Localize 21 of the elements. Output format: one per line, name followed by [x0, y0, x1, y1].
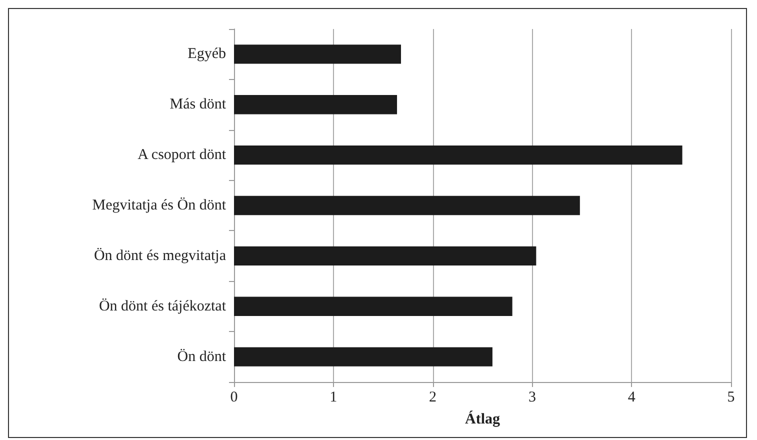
y-tick-label: Egyéb — [188, 46, 226, 62]
y-tick-label: Ön dönt — [177, 348, 227, 365]
x-tick-label: 5 — [727, 390, 735, 406]
x-tick-label: 4 — [628, 390, 636, 406]
x-tick-label: 3 — [528, 390, 536, 406]
x-axis-title: Átlag — [465, 410, 500, 428]
y-tick-label: Más dönt — [170, 96, 227, 113]
bar — [234, 296, 512, 316]
x-tick-label: 0 — [230, 390, 238, 406]
x-tick-label: 1 — [330, 390, 338, 406]
y-tick-label: Ön dönt és megvitatja — [94, 246, 226, 264]
bar — [234, 44, 401, 64]
bar — [234, 246, 536, 266]
x-tick-label: 2 — [429, 390, 437, 406]
bar — [234, 145, 682, 165]
y-tick-label: Ön dönt és tájékoztat — [98, 297, 227, 314]
bar — [234, 95, 398, 114]
bar — [234, 196, 580, 216]
y-tick-label: Megvitatja és Ön dönt — [92, 196, 227, 214]
y-tick-label: A csoport dönt — [138, 147, 227, 164]
bar — [234, 347, 492, 366]
